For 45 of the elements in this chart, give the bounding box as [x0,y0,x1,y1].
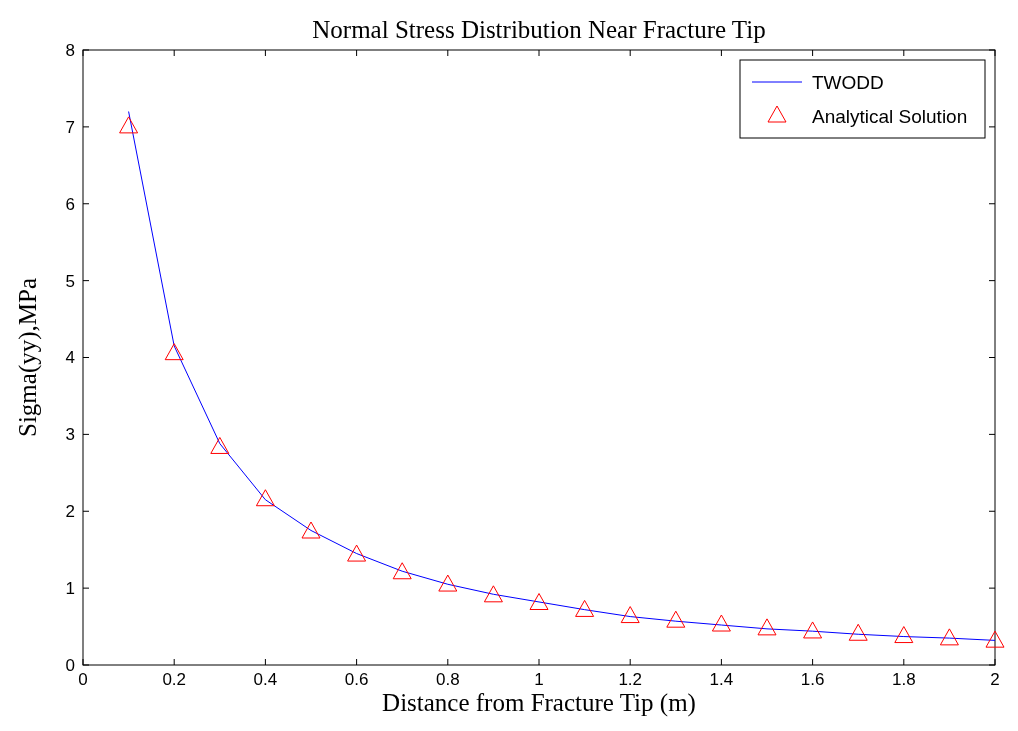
point [803,621,823,639]
point [347,544,367,562]
point [529,593,549,610]
y-tick-label: 7 [65,117,75,137]
point [939,628,959,646]
y-tick-label: 4 [65,348,75,368]
x-tick-label: 0.8 [435,670,460,689]
chart-title: Normal Stress Distribution Near Fracture Tip [312,16,766,43]
x-tick-label: 1.6 [800,670,825,689]
y-tick-label: 2 [65,502,75,522]
point [210,436,230,454]
y-axis-title: Sigma(yy),MPa [14,277,42,438]
point [255,489,275,507]
point [620,606,640,624]
point [848,623,868,641]
point [164,343,184,361]
point [119,116,139,134]
point [757,618,777,636]
point [483,585,503,603]
y-tick-label: 3 [65,425,75,445]
point [438,574,458,592]
point [301,521,321,539]
x-tick-label: 1.8 [891,670,916,689]
point [894,626,914,644]
x-tick-label: 0 [78,670,88,689]
x-tick-label: 0.6 [344,670,369,689]
y-tick-label: 8 [65,40,75,60]
legend-label: Analytical Solution [812,105,968,127]
legend-label: TWODD [812,71,884,93]
point [711,614,731,632]
y-tick-label: 6 [65,194,75,214]
x-tick-label: 1 [534,670,544,689]
y-tick-label: 1 [65,579,75,599]
point [575,599,595,617]
point [666,610,686,628]
y-tick-label: 5 [65,271,75,291]
x-tick-label: 0.4 [253,670,278,689]
point [392,562,412,580]
x-tick-label: 1.2 [618,670,643,689]
x-axis-title: Distance from Fracture Tip (m) [382,689,696,717]
x-tick-label: 0.2 [162,670,187,689]
y-tick-label: 0 [65,655,75,675]
point [985,630,1005,648]
x-tick-label: 2 [990,670,1000,689]
x-tick-label: 1.4 [709,670,734,689]
